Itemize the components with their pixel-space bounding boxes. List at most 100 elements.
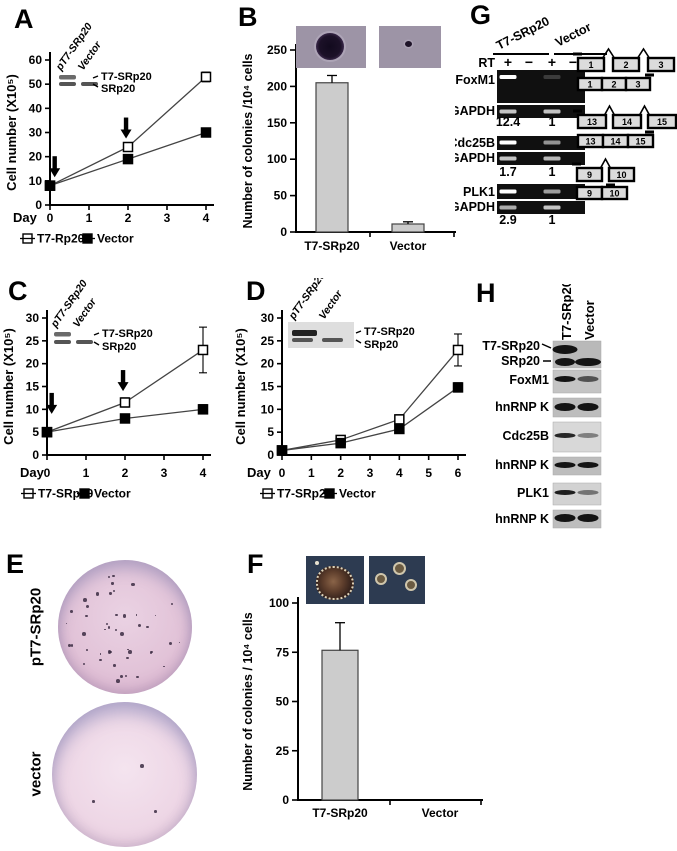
x-tick-label: 4: [203, 211, 210, 225]
colony-dot: [125, 656, 129, 660]
colony-dot: [146, 625, 149, 628]
legend-label: T7-Rp20: [37, 232, 85, 246]
splice-junction: [599, 157, 612, 170]
ring-colony: [375, 573, 387, 585]
y-tick-label: 20: [29, 150, 43, 164]
exon-box: [600, 185, 629, 201]
ring-colony: [405, 579, 417, 591]
colony-dot: [120, 674, 123, 678]
inset-band-srp20: [76, 340, 93, 344]
x-tick-label: 1: [83, 466, 90, 480]
exon-box: [624, 76, 652, 92]
seeding-arrow-annotation: [52, 156, 57, 170]
panel-g-rtpcr-gels: T7-SRp20VectorRT+−+−FoxM1GAPDH12.41Cdc25…: [455, 14, 677, 227]
data-point-Vector: [41, 426, 53, 438]
blot-label: PLK1: [517, 486, 549, 500]
exon-number: 14: [610, 137, 620, 147]
rt-label: RT: [478, 56, 495, 70]
data-point-Vector: [119, 413, 131, 424]
ring-colony: [393, 562, 406, 575]
gel-row-label: Cdc25B: [455, 136, 495, 150]
x-axis-title: Day: [247, 465, 272, 480]
exon-number: 9: [587, 170, 592, 180]
y-tick-label: 10: [26, 402, 40, 416]
colony-dot: [112, 575, 115, 578]
panel-f-colony-bar-chart: 0 25 50 75 100 Number of colonies / 10⁴ cells…: [241, 596, 483, 820]
colony-dot: [107, 576, 110, 579]
dish-label-vector: vector: [27, 751, 45, 797]
y-tick-label: 200: [267, 79, 287, 93]
x-tick-label: 3: [161, 466, 168, 480]
x-tick-label: 6: [455, 466, 462, 480]
inset-band-label: SRp20: [102, 341, 136, 353]
colony-photo-vector-soft-agar: [379, 26, 441, 68]
data-point-T7-SRp20: [394, 414, 405, 425]
exon-number: 10: [609, 189, 619, 199]
x-tick-label: 3: [367, 466, 374, 480]
gel-image-GAPDH: [497, 105, 585, 118]
inset-band-pointer: [92, 83, 99, 88]
exon-box: [646, 113, 677, 130]
colony-dot: [149, 650, 153, 654]
y-axis-title: Cell number (X10⁵): [233, 328, 248, 445]
lane-label: Vector: [582, 300, 597, 340]
inset-band-pointer: [355, 339, 362, 344]
legend-label: T7-SRp20: [277, 487, 333, 501]
legend-marker-filled-square: [324, 488, 335, 499]
colony-dot: [131, 582, 135, 587]
panel-a-growth-chart: 0 10 20 30 40 50 60 0 1 2 3 4 Day Cell number (X10⁵) T…: [4, 21, 214, 246]
colony-dot: [136, 675, 139, 679]
exon-number: 13: [587, 117, 597, 127]
colony-dot: [107, 626, 111, 629]
y-axis-title: Number of colonies /10⁴ cells: [241, 53, 255, 228]
colony-dot: [163, 665, 165, 668]
protein-band: [552, 345, 578, 354]
colony-dot: [109, 592, 112, 595]
colony-dot: [70, 644, 74, 647]
colony-dot: [115, 679, 120, 683]
protein-band: [554, 462, 576, 468]
category-label: T7-SRp20: [312, 806, 368, 820]
y-tick-label: 75: [276, 645, 290, 659]
inset-band-label: T7-SRp20: [102, 328, 153, 340]
gel-row-label: GAPDH: [455, 104, 495, 118]
exon-number: 14: [622, 117, 632, 127]
colony-dot: [111, 582, 114, 585]
data-point-Vector: [122, 153, 134, 165]
small-colony-dot: [405, 41, 412, 47]
colony-dot: [95, 592, 100, 597]
x-tick-label: 4: [200, 466, 207, 480]
blot-label: hnRNP K: [495, 400, 549, 414]
lane-group-label: T7-SRp20: [494, 14, 552, 53]
y-tick-label: 60: [29, 53, 43, 67]
data-point-T7-SRp20: [452, 344, 464, 356]
y-tick-label: 10: [29, 174, 43, 188]
blot-strip: [552, 456, 602, 476]
y-tick-label: 100: [267, 152, 287, 166]
seeding-arrow-annotation: [123, 117, 129, 131]
inset-band-label: T7-SRp20: [364, 326, 415, 338]
y-tick-label: 30: [261, 311, 275, 325]
category-label: Vector: [422, 806, 459, 820]
series-line-T7-SRp20: [281, 349, 459, 452]
ratio-value: 1: [549, 115, 556, 129]
exon-box: [576, 113, 608, 130]
exon-box: [607, 166, 636, 183]
y-tick-label: 50: [276, 695, 290, 709]
inset-band-srp20: [292, 338, 313, 342]
ratio-value: 12.4: [496, 115, 520, 129]
seeding-arrow-annotation: [117, 382, 129, 392]
colony-photo-t7-srp20-darkfield: [306, 556, 364, 604]
y-tick-label: 5: [267, 425, 274, 439]
inset-band-label: SRp20: [364, 339, 398, 351]
blot-strip: [552, 369, 602, 394]
x-tick-label: 4: [396, 466, 403, 480]
y-tick-label: 50: [274, 189, 288, 203]
gel-band: [543, 109, 561, 114]
colony-dot: [65, 622, 68, 625]
inset-band-label: SRp20: [101, 83, 135, 95]
y-tick-label: 250: [267, 43, 287, 57]
splice-junction: [601, 47, 616, 60]
